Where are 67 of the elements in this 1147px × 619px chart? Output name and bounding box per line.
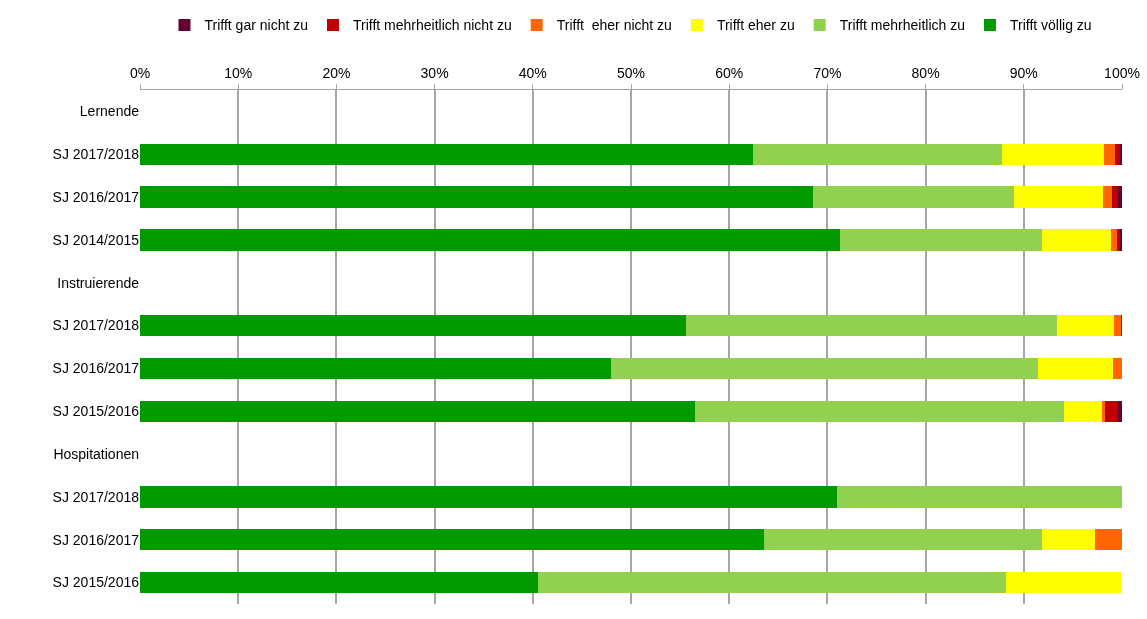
bar (140, 400, 695, 422)
bar (1112, 186, 1119, 208)
bar (752, 143, 1003, 165)
bar (1057, 314, 1115, 337)
bar (1102, 400, 1106, 422)
y-tick-label: SJ 2015/2016 (52, 403, 140, 420)
bar (685, 314, 1058, 337)
bar (840, 229, 1043, 251)
x-tick-label: 90% (1009, 65, 1038, 82)
y-tick-label: Instruierende (57, 274, 140, 291)
bar (140, 186, 813, 208)
x-tick-label: 0% (129, 65, 151, 82)
bar (1002, 143, 1105, 165)
bar (837, 486, 1122, 508)
y-tick-label: SJ 2016/2017 (52, 531, 140, 548)
bar (140, 229, 841, 251)
legend-label: Trifft völlig zu (1009, 17, 1092, 34)
bar (1114, 314, 1122, 337)
y-tick-label: SJ 2016/2017 (52, 360, 140, 377)
bar (1118, 186, 1122, 208)
x-tick-label: 60% (715, 65, 744, 82)
bar (694, 400, 1065, 422)
x-tick-label: 30% (420, 65, 449, 82)
bar (611, 357, 1038, 380)
legend-label: Trifft mehrheitlich zu (839, 17, 965, 34)
x-tick-label: 10% (224, 65, 253, 82)
bar (140, 529, 764, 551)
y-tick-label: SJ 2014/2015 (52, 231, 140, 248)
x-tick-label: 20% (322, 65, 351, 82)
bar (1064, 400, 1103, 422)
bar (1042, 229, 1112, 251)
legend-label: Trifft gar nicht zu (204, 17, 308, 34)
legend-label: Trifft eher zu (716, 17, 795, 34)
bar (763, 529, 1043, 551)
bar (812, 186, 1014, 208)
bar (1113, 357, 1122, 380)
bar (140, 314, 686, 337)
bar (140, 486, 838, 508)
x-tick-label: 70% (813, 65, 842, 82)
y-tick-label: SJ 2017/2018 (52, 317, 140, 334)
bar (140, 357, 612, 380)
bar (1105, 400, 1119, 422)
bar (1111, 229, 1118, 251)
bar (1037, 357, 1114, 380)
bar (140, 143, 753, 165)
bar (1103, 186, 1113, 208)
bar (1006, 571, 1122, 594)
x-tick-label: 40% (518, 65, 547, 82)
bar (1115, 143, 1121, 165)
y-tick-label: SJ 2016/2017 (52, 188, 140, 205)
legend-label: Trifft mehrheitlich nicht zu (352, 17, 512, 34)
bar (537, 571, 1007, 594)
y-tick-label: SJ 2015/2016 (52, 574, 140, 591)
y-tick-label: SJ 2017/2018 (52, 488, 140, 505)
bar (1042, 529, 1096, 551)
y-tick-label: Hospitationen (53, 445, 139, 462)
y-tick-label: SJ 2017/2018 (52, 146, 140, 163)
x-tick-label: 50% (616, 65, 646, 82)
x-tick-label: 100% (1104, 65, 1140, 82)
bar (1104, 143, 1116, 165)
x-tick-label: 80% (911, 65, 940, 82)
y-tick-label: Lernende (79, 103, 140, 120)
bar (1013, 186, 1104, 208)
legend-label: Trifft eher nicht zu (556, 17, 672, 34)
bar (1095, 529, 1122, 551)
bar (140, 571, 538, 594)
bar (1118, 400, 1122, 422)
